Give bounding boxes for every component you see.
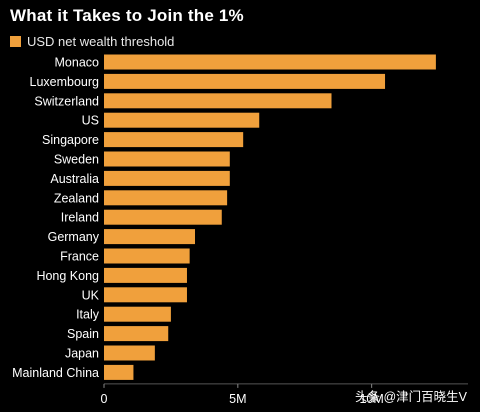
legend: USD net wealth threshold (10, 34, 174, 49)
category-label: Ireland (61, 211, 99, 225)
bar-japan (104, 345, 155, 361)
x-axis: 0 5M 10M (101, 383, 468, 406)
bar-france (104, 248, 190, 264)
category-label: Germany (48, 230, 100, 244)
bar-singapore (104, 132, 244, 148)
x-tick-label: 0 (101, 392, 108, 406)
category-label: Japan (65, 347, 99, 361)
category-label: UK (82, 288, 100, 302)
bar-new-zealand (104, 190, 228, 206)
category-labels-layer: Monaco Luxembourg Switzerland US Singapore Sw… (12, 56, 100, 380)
bar-hong-kong (104, 267, 187, 283)
category-label: Hong Kong (36, 269, 99, 283)
category-label: Switzerland (34, 94, 99, 108)
chart-title: What it Takes to Join the 1% (10, 6, 244, 25)
category-label: Spain (67, 327, 99, 341)
bars-layer (104, 54, 436, 380)
x-tick-label: 5M (229, 392, 246, 406)
category-label: Mainland China (12, 366, 99, 380)
bar-ireland (104, 209, 222, 225)
bar-spain (104, 326, 169, 342)
bar-us (104, 112, 260, 128)
category-label: Sweden (54, 153, 99, 167)
category-label: Zealand (54, 191, 99, 205)
category-label: Singapore (42, 133, 99, 147)
legend-label: USD net wealth threshold (27, 34, 175, 49)
category-label: Luxembourg (30, 75, 100, 89)
bar-monaco (104, 54, 436, 70)
category-label: Australia (50, 172, 99, 186)
category-label: US (82, 114, 99, 128)
bar-australia (104, 170, 230, 186)
category-label: Monaco (55, 56, 100, 70)
bar-uk (104, 287, 187, 303)
bar-switzerland (104, 93, 332, 109)
legend-swatch (10, 36, 21, 47)
bar-italy (104, 306, 171, 322)
bar-luxembourg (104, 73, 386, 89)
bar-mainland-china (104, 364, 134, 380)
bar-germany (104, 229, 195, 245)
category-label: France (60, 250, 99, 264)
category-label: Italy (76, 308, 100, 322)
x-tick-label: 10M (359, 392, 383, 406)
watermark-text: 头条 @津门百晓生V (355, 390, 467, 404)
bar-sweden (104, 151, 230, 167)
